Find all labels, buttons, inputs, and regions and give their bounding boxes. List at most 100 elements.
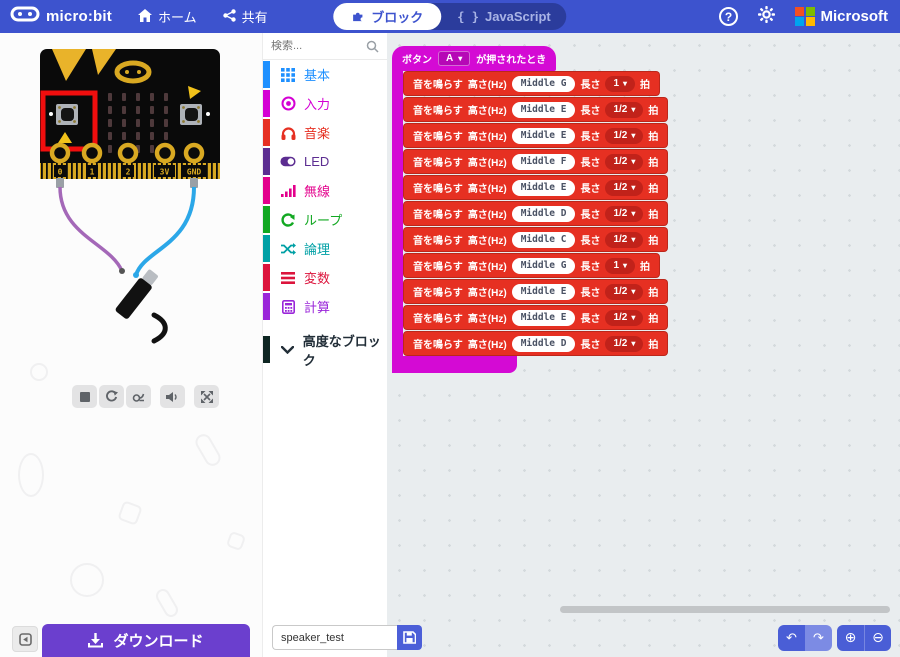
length-label: 長さ [580, 262, 601, 273]
horizontal-scrollbar[interactable] [560, 606, 890, 613]
play-tone-block[interactable]: 音を鳴らす 高さ(Hz) Middle E 長さ 1/2 ▾ 拍 [403, 175, 669, 200]
play-tone-block[interactable]: 音を鳴らす 高さ(Hz) Middle E 長さ 1/2 ▾ 拍 [403, 305, 669, 330]
share-button[interactable]: 共有 [222, 7, 268, 26]
note-value-field[interactable]: Middle G [511, 257, 576, 274]
undo-button[interactable]: ↶ [778, 625, 805, 651]
help-button[interactable]: ? [719, 7, 738, 26]
microbit-logo[interactable]: micro:bit [10, 5, 112, 28]
duration-dropdown[interactable]: 1/2 ▾ [605, 335, 644, 352]
collapse-simulator-button[interactable] [12, 626, 38, 652]
duration-dropdown[interactable]: 1/2 ▾ [605, 309, 644, 326]
stop-button[interactable] [72, 385, 97, 408]
microsoft-logo: Microsoft [795, 6, 889, 27]
workspace-controls: ↶ ↷ ⊕ ⊖ [778, 625, 891, 651]
beat-label: 拍 [648, 236, 659, 247]
project-name-input[interactable] [272, 625, 397, 650]
play-tone-block[interactable]: 音を鳴らす 高さ(Hz) Middle F 長さ 1/2 ▾ 拍 [403, 149, 669, 174]
category-logic[interactable]: 論理 [263, 234, 387, 263]
play-tone-block[interactable]: 音を鳴らす 高さ(Hz) Middle D 長さ 1/2 ▾ 拍 [403, 331, 669, 356]
home-button[interactable]: ホーム [137, 7, 197, 26]
duration-dropdown[interactable]: 1/2 ▾ [605, 231, 644, 248]
restart-button[interactable] [99, 385, 124, 408]
microbit-board[interactable]: 0 1 2 3V GND [38, 47, 222, 347]
tab-javascript[interactable]: { } JavaScript [441, 9, 566, 24]
play-tone-block[interactable]: 音を鳴らす 高さ(Hz) Middle G 長さ 1 ▾ 拍 [403, 71, 661, 96]
download-button[interactable]: ダウンロード [42, 624, 250, 657]
hat-suffix-label: が押されたとき [476, 55, 547, 66]
note-value-field[interactable]: Middle G [511, 75, 576, 92]
note-value-field[interactable]: Middle E [511, 101, 576, 118]
length-label: 長さ [580, 184, 601, 195]
category-radio[interactable]: 無線 [263, 176, 387, 205]
length-label: 長さ [580, 236, 601, 247]
category-math[interactable]: 計算 [263, 292, 387, 321]
duration-dropdown[interactable]: 1 ▾ [605, 75, 636, 92]
play-tone-label: 音を鳴らす [413, 288, 463, 299]
search-input[interactable] [271, 40, 357, 52]
pitch-label: 高さ(Hz) [467, 106, 507, 117]
duration-dropdown[interactable]: 1/2 ▾ [605, 205, 644, 222]
category-music[interactable]: 音楽 [263, 118, 387, 147]
duration-dropdown[interactable]: 1/2 ▾ [605, 283, 644, 300]
pin-labels: 0 1 2 3V GND [54, 165, 206, 177]
duration-value: 1/2 [613, 312, 628, 323]
play-tone-block[interactable]: 音を鳴らす 高さ(Hz) Middle C 長さ 1/2 ▾ 拍 [403, 227, 669, 252]
duration-dropdown[interactable]: 1/2 ▾ [605, 179, 644, 196]
note-value-field[interactable]: Middle E [511, 127, 576, 144]
play-tone-label: 音を鳴らす [413, 158, 463, 169]
beat-label: 拍 [640, 262, 651, 273]
duration-dropdown[interactable]: 1/2 ▾ [605, 101, 644, 118]
category-basic[interactable]: 基本 [263, 60, 387, 89]
duration-value: 1/2 [613, 234, 628, 245]
length-label: 長さ [580, 132, 601, 143]
signal-bars-icon [280, 183, 296, 199]
save-button[interactable] [397, 625, 422, 650]
play-tone-block[interactable]: 音を鳴らす 高さ(Hz) Middle E 長さ 1/2 ▾ 拍 [403, 279, 669, 304]
length-label: 長さ [580, 314, 601, 325]
note-value-field[interactable]: Middle E [511, 309, 576, 326]
duration-dropdown[interactable]: 1/2 ▾ [605, 127, 644, 144]
loop-icon [280, 212, 296, 228]
zoom-in-button[interactable]: ⊕ [837, 625, 864, 651]
play-tone-block[interactable]: 音を鳴らす 高さ(Hz) Middle E 長さ 1/2 ▾ 拍 [403, 97, 669, 122]
play-tone-block[interactable]: 音を鳴らす 高さ(Hz) Middle D 長さ 1/2 ▾ 拍 [403, 201, 669, 226]
beat-label: 拍 [640, 80, 651, 91]
duration-value: 1/2 [613, 208, 628, 219]
duration-dropdown[interactable]: 1/2 ▾ [605, 153, 644, 170]
settings-button[interactable] [758, 5, 775, 28]
tab-blocks-label: ブロック [371, 10, 424, 25]
undo-redo-group: ↶ ↷ [778, 625, 832, 651]
microsoft-logo-text: Microsoft [820, 8, 889, 25]
note-value-field[interactable]: Middle E [511, 179, 576, 196]
project-name-group [272, 625, 422, 650]
tab-blocks[interactable]: ブロック [333, 3, 442, 30]
category-advanced[interactable]: 高度なブロック [263, 334, 387, 368]
duration-value: 1/2 [613, 286, 628, 297]
volume-button[interactable] [160, 385, 185, 408]
play-tone-block[interactable]: 音を鳴らす 高さ(Hz) Middle G 長さ 1 ▾ 拍 [403, 253, 661, 278]
play-tone-block[interactable]: 音を鳴らす 高さ(Hz) Middle E 長さ 1/2 ▾ 拍 [403, 123, 669, 148]
on-button-pressed-block[interactable]: ボタン A ▾ が押されたとき [392, 46, 557, 71]
note-value-field[interactable]: Middle F [511, 153, 576, 170]
note-value-field[interactable]: Middle D [511, 335, 576, 352]
length-label: 長さ [580, 158, 601, 169]
note-value-field[interactable]: Middle E [511, 283, 576, 300]
category-led[interactable]: LED [263, 147, 387, 176]
button-dropdown[interactable]: A ▾ [438, 51, 471, 66]
beat-label: 拍 [648, 184, 659, 195]
app-header: micro:bit ホーム 共有 [0, 0, 900, 33]
slow-mo-button[interactable] [126, 385, 151, 408]
play-tone-label: 音を鳴らす [413, 132, 463, 143]
category-input[interactable]: 入力 [263, 89, 387, 118]
clip-pin0 [56, 178, 64, 188]
zoom-out-button[interactable]: ⊖ [864, 625, 891, 651]
beat-label: 拍 [648, 132, 659, 143]
redo-button[interactable]: ↷ [805, 625, 832, 651]
category-variables[interactable]: 変数 [263, 263, 387, 292]
duration-dropdown[interactable]: 1 ▾ [605, 257, 636, 274]
block-workspace[interactable]: ボタン A ▾ が押されたとき 音を鳴らす 高さ(Hz) Middle G 長さ [387, 33, 900, 657]
fullscreen-button[interactable] [194, 385, 219, 408]
category-loops[interactable]: ループ [263, 205, 387, 234]
note-value-field[interactable]: Middle C [511, 231, 576, 248]
note-value-field[interactable]: Middle D [511, 205, 576, 222]
